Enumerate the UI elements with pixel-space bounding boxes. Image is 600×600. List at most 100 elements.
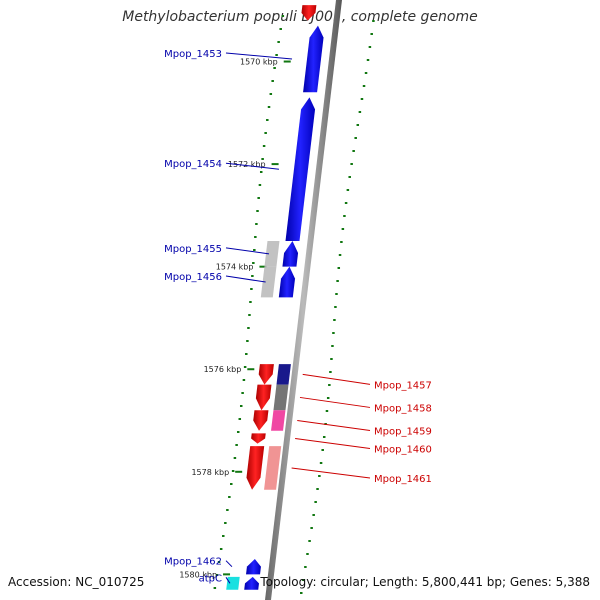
backbone-line <box>264 0 343 600</box>
gene-arrow[interactable] <box>285 97 316 242</box>
gc-dot <box>368 46 372 48</box>
gc-dot <box>271 80 274 82</box>
gene-label[interactable]: Mpop_1458 <box>374 403 432 414</box>
gc-skew-track <box>213 15 375 594</box>
gc-dot <box>254 236 257 238</box>
gc-dot <box>350 163 353 165</box>
gc-dot <box>281 15 285 17</box>
gc-dot <box>337 267 341 269</box>
gene-arrow[interactable] <box>278 266 296 298</box>
gene-arrow[interactable] <box>301 5 317 21</box>
sequence-backbone <box>264 0 343 600</box>
gene-arrow[interactable] <box>251 433 266 444</box>
gc-dot <box>370 33 373 35</box>
gc-dot <box>334 306 337 308</box>
gc-dot <box>332 332 335 334</box>
gene-arrow[interactable] <box>244 576 259 590</box>
gene-label[interactable]: Mpop_1453 <box>164 49 222 60</box>
gc-dot <box>222 535 225 537</box>
gene-label[interactable]: atpC <box>199 573 222 584</box>
gc-dot <box>215 574 219 576</box>
gene-arrow[interactable] <box>258 364 274 385</box>
tick-label: 1578 kbp <box>191 468 229 477</box>
gc-dot <box>336 280 339 282</box>
gc-dot <box>259 171 263 173</box>
tick-label: 1574 kbp <box>216 263 254 272</box>
tick-label: 1580 kbp <box>179 570 217 579</box>
gc-dot <box>372 20 375 22</box>
gc-dot <box>338 254 342 256</box>
label-leader <box>295 437 371 449</box>
tick-label: 1570 kbp <box>240 58 278 67</box>
feature-block[interactable] <box>271 410 286 431</box>
gc-dot <box>275 54 278 56</box>
gc-dot <box>356 124 360 126</box>
gene-arrow[interactable] <box>246 558 261 575</box>
gc-dot <box>245 353 248 355</box>
gene-arrow[interactable] <box>253 410 269 431</box>
gc-dot <box>217 561 221 563</box>
gc-dot <box>348 176 351 178</box>
map-title: Methylobacterium populi BJ001, complete … <box>122 9 478 25</box>
gc-dot <box>228 496 231 498</box>
gc-dot <box>236 431 240 433</box>
label-leader <box>299 396 371 408</box>
gene-arrow[interactable] <box>282 241 299 267</box>
gene-track <box>244 5 324 590</box>
accession-label: Accession: NC_010725 <box>8 575 145 589</box>
feature-block[interactable] <box>273 384 289 411</box>
feature-block[interactable] <box>260 266 277 298</box>
label-leader <box>225 162 280 170</box>
gene-arrow[interactable] <box>303 25 324 93</box>
feature-block[interactable] <box>276 364 291 385</box>
gc-dot <box>249 301 252 303</box>
gc-dot <box>242 379 246 381</box>
feature-block[interactable] <box>264 446 282 490</box>
gc-dot <box>269 93 273 95</box>
gene-label[interactable]: Mpop_1461 <box>374 474 432 485</box>
gc-dot <box>224 522 227 524</box>
gene-label[interactable]: Mpop_1462 <box>164 557 222 568</box>
gc-dot <box>279 28 282 30</box>
label-leader <box>225 577 231 584</box>
gc-dot <box>302 579 305 581</box>
feature-block[interactable] <box>264 241 280 267</box>
label-leader <box>225 560 233 568</box>
gc-dot <box>312 514 315 516</box>
gene-arrow[interactable] <box>246 446 265 490</box>
gene-arrow[interactable] <box>255 384 272 411</box>
gc-dot <box>319 462 323 464</box>
gc-dot <box>321 449 324 451</box>
gc-dot <box>258 184 262 186</box>
gc-dot <box>277 41 280 43</box>
gene-label[interactable]: Mpop_1459 <box>374 427 432 438</box>
gc-dot <box>331 345 334 347</box>
gc-dot <box>273 67 276 69</box>
gc-dot <box>354 137 357 139</box>
gc-dot <box>261 158 264 160</box>
gene-label[interactable]: Mpop_1454 <box>164 159 222 170</box>
gene-label[interactable]: Mpop_1455 <box>164 244 222 255</box>
gc-dot <box>328 384 331 386</box>
feature-track <box>226 241 291 590</box>
gc-dot <box>304 566 307 568</box>
gc-dot <box>256 210 259 212</box>
gene-label[interactable]: Mpop_1456 <box>164 272 222 283</box>
gc-dot <box>322 436 326 438</box>
gc-dot <box>362 85 366 87</box>
gc-dot <box>257 197 260 199</box>
gc-dot <box>266 119 269 121</box>
gc-dot <box>241 392 244 394</box>
gc-dot <box>213 587 217 589</box>
gc-dot <box>233 457 237 459</box>
gene-label[interactable]: Mpop_1457 <box>374 380 432 391</box>
feature-block[interactable] <box>226 576 240 590</box>
gc-dot <box>344 202 348 204</box>
gene-label[interactable]: Mpop_1460 <box>374 444 432 455</box>
gc-dot <box>308 540 311 542</box>
gc-dot <box>250 288 253 290</box>
gc-dot <box>366 59 370 61</box>
label-leader <box>225 275 266 283</box>
gc-dot <box>346 189 350 191</box>
gc-dot <box>333 319 336 321</box>
